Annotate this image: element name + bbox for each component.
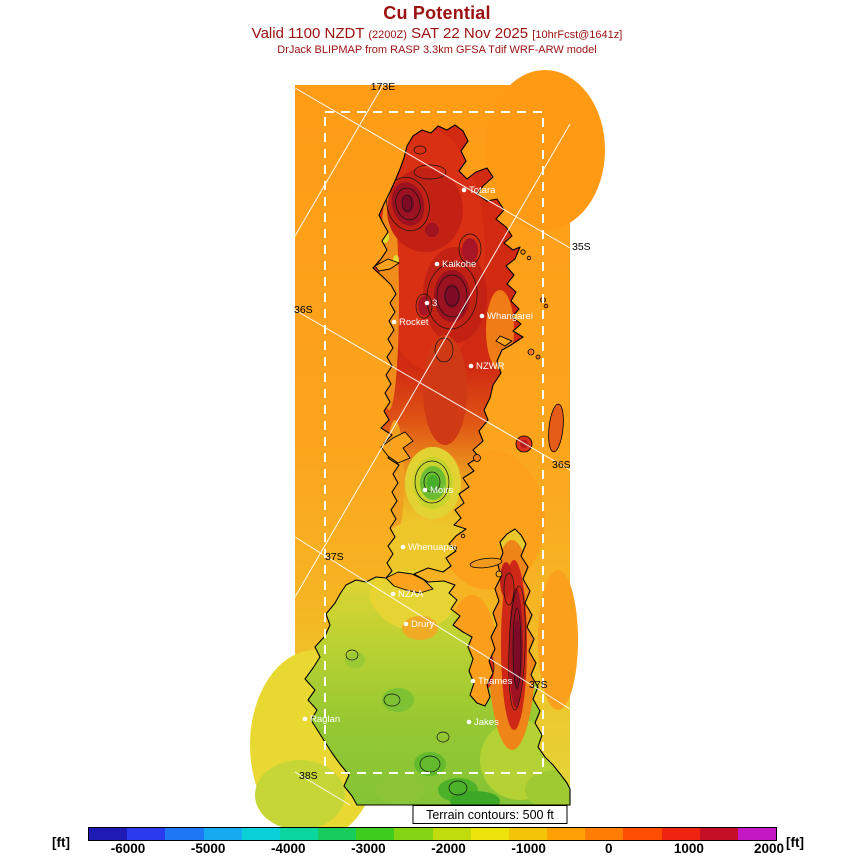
domain-box <box>324 111 544 774</box>
place-label: Rocket <box>399 317 429 328</box>
place-dot <box>461 187 467 193</box>
colorbar <box>88 827 777 841</box>
colorbar-tick: 2000 <box>753 841 785 856</box>
islands <box>453 249 564 578</box>
forecast-info: [10hrFcst@1641z] <box>532 29 623 41</box>
place-label: Thames <box>478 676 513 687</box>
place-dot <box>422 487 428 493</box>
valid-prefix: Valid 1100 NZDT <box>251 25 369 42</box>
grid-label: 37S <box>325 551 344 563</box>
kaipara-harbour <box>380 431 414 464</box>
harbour-inlets <box>374 258 513 594</box>
model-info-line: DrJack BLIPMAP from RASP 3.3km GFSA Tdif… <box>277 44 597 56</box>
colorbar-segment <box>356 828 395 840</box>
place-dot <box>302 716 308 722</box>
colorbar-tick: 1000 <box>673 841 704 856</box>
colorbar-tick: -3000 <box>351 841 386 856</box>
valid-date: SAT 22 Nov 2025 <box>406 25 533 42</box>
place-label: Kaikohe <box>442 259 476 270</box>
parallel-36s <box>294 309 571 471</box>
colorbar-segment <box>470 828 509 840</box>
meridian-173e <box>294 84 384 237</box>
grid-label: 37S <box>529 679 548 691</box>
hokianga-harbour <box>374 258 400 272</box>
colorbar-segment <box>432 828 471 840</box>
colorbar-segment <box>699 828 738 840</box>
place-dot <box>390 591 396 597</box>
kawau-island <box>473 454 481 462</box>
place-dot <box>470 678 476 684</box>
colorbar-segment <box>318 828 357 840</box>
colorbar-segment <box>127 828 166 840</box>
colorbar-tick: 0 <box>604 841 613 856</box>
meridian-174e <box>294 123 571 598</box>
colorbar-unit-right: [ft] <box>786 835 804 850</box>
colorbar-segment <box>585 828 624 840</box>
terrain-note-box: Terrain contours: 500 ft <box>412 805 568 824</box>
colorbar-tick: -1000 <box>511 841 546 856</box>
place-label: Totara <box>469 185 496 196</box>
colorbar-unit-left: [ft] <box>52 835 70 850</box>
colorbar-tick: -6000 <box>110 841 146 856</box>
colorbar-segment <box>89 828 128 840</box>
grid-label: 35S <box>572 241 591 253</box>
colorbar-segment <box>241 828 280 840</box>
waiheke-island <box>469 557 503 569</box>
colorbar-segment <box>547 828 586 840</box>
place-label: Jakes <box>474 717 499 728</box>
parallel-35s <box>294 87 571 249</box>
place-label: Whenuapai <box>408 542 456 553</box>
colorbar-segment <box>165 828 204 840</box>
colorbar-ticks: -6000 -5000 -4000 -3000 -2000 -1000 0 1000 2000 <box>88 841 784 859</box>
colorbar-segment <box>203 828 242 840</box>
place-label: NZWR <box>476 361 505 372</box>
parallel-38s <box>294 771 351 806</box>
place-dot <box>391 319 397 325</box>
place-label: Raglan <box>310 714 340 725</box>
colorbar-tick: -2000 <box>431 841 466 856</box>
latlon-grid <box>294 84 571 806</box>
place-dot <box>424 300 430 306</box>
place-dot <box>468 363 474 369</box>
grid-label: 36S <box>552 459 571 471</box>
colorbar-tick: -5000 <box>190 841 226 856</box>
colorbar-tick: -4000 <box>271 841 306 856</box>
place-label: Moirs <box>430 485 453 496</box>
colorbar-segment <box>394 828 433 840</box>
place-dot <box>479 313 485 319</box>
place-label: Drury <box>411 619 434 630</box>
place-dot <box>466 719 472 725</box>
grid-label-layer: 173E 35S 36S 36S 37S 37S 38S <box>294 81 591 782</box>
colorbar-segment <box>737 828 777 840</box>
manukau-harbour <box>385 571 434 594</box>
page-title: Cu Potential <box>383 3 491 23</box>
great-barrier-island <box>548 403 564 453</box>
place-dot <box>434 261 440 267</box>
valid-zulu: (2200Z) <box>368 29 407 41</box>
place-label: 3 <box>432 298 437 309</box>
grid-label: 38S <box>299 770 318 782</box>
colorbar-segment <box>508 828 548 840</box>
plot-header: Cu Potential Valid 1100 NZDT (2200Z) SAT… <box>0 3 850 56</box>
place-label: Whangarei <box>487 311 533 322</box>
place-label: NZAA <box>398 589 424 600</box>
grid-label: 173E <box>371 81 396 93</box>
terrain-note-text: Terrain contours: 500 ft <box>426 808 554 822</box>
valid-time-line: Valid 1100 NZDT (2200Z) SAT 22 Nov 2025 … <box>0 25 850 42</box>
colorbar-segment <box>623 828 662 840</box>
whangarei-harbour <box>495 335 513 347</box>
place-dot <box>403 621 409 627</box>
colorbar-segment <box>279 828 319 840</box>
place-dot <box>400 544 406 550</box>
colorbar-segment <box>661 828 700 840</box>
grid-label: 36S <box>294 304 313 316</box>
parallel-37s <box>294 536 571 710</box>
